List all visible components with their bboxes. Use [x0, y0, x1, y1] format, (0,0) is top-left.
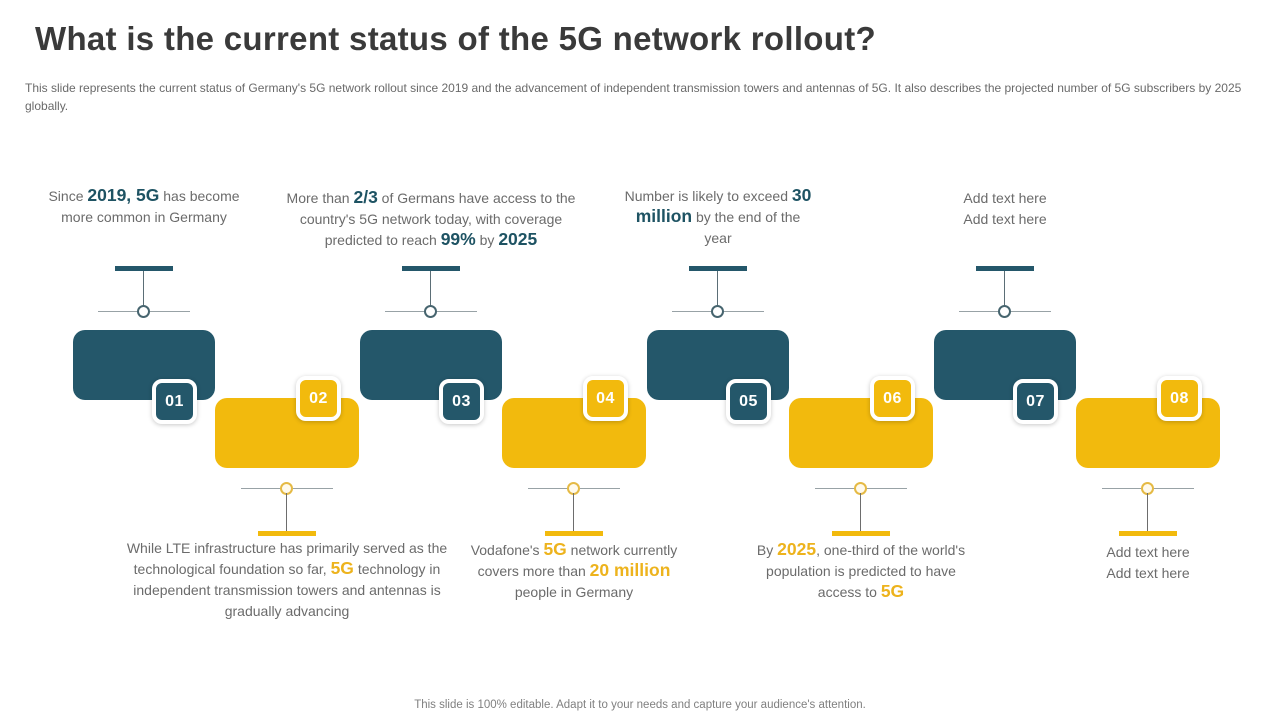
slide-description: This slide represents the current status… [25, 81, 1242, 113]
step-number: 02 [309, 389, 328, 407]
caption-text: Add text here Add text here [1106, 544, 1190, 581]
step-01-number-badge: 01 [152, 379, 197, 424]
step-02-caption: While LTE infrastructure has primarily s… [120, 538, 454, 622]
step-number: 06 [883, 389, 902, 407]
caption-text: by the end of the year [692, 209, 801, 246]
step-08-caption: Add text here Add text here [1066, 542, 1230, 584]
caption-text: by [475, 232, 499, 248]
caption-text: By [756, 542, 778, 558]
step-07-number-badge: 07 [1013, 379, 1058, 424]
step-08-connector [1102, 482, 1194, 537]
connector-line [430, 271, 431, 312]
step-03-number-badge: 03 [439, 379, 484, 424]
connector-bar [1119, 531, 1177, 536]
step-04-connector [528, 482, 620, 537]
step-number: 07 [1026, 392, 1045, 410]
caption-text: While LTE infrastructure has primarily s… [126, 540, 448, 577]
caption-highlight-text: 2025 [498, 229, 538, 249]
caption-highlight-text: 2/3 [353, 187, 378, 207]
connector-bar [689, 266, 747, 271]
connector-bar [832, 531, 890, 536]
step-number: 04 [596, 389, 615, 407]
caption-text: More than [286, 190, 354, 206]
connector-bar [258, 531, 316, 536]
connector-node [998, 305, 1011, 318]
step-number: 01 [165, 392, 184, 410]
step-number: 03 [452, 392, 471, 410]
caption-text: , one-third of the world's population is… [766, 542, 966, 600]
caption-text: Number is likely to exceed [624, 188, 792, 204]
step-03-connector [385, 266, 477, 319]
step-06-caption: By 2025, one-third of the world's popula… [744, 540, 978, 603]
connector-bar [976, 266, 1034, 271]
step-01-connector [98, 266, 190, 319]
caption-text: technology in independent transmission t… [133, 561, 441, 619]
step-04-number-badge: 04 [583, 376, 628, 421]
caption-text: Add text here Add text here [963, 190, 1047, 227]
step-05-caption: Number is likely to exceed 30 million by… [622, 186, 814, 249]
caption-text: has become more common in Germany [61, 188, 240, 225]
connector-line [1147, 493, 1148, 531]
footer-note: This slide is 100% editable. Adapt it to… [414, 699, 866, 711]
step-05-connector [672, 266, 764, 319]
step-number: 05 [739, 392, 758, 410]
connector-line [717, 271, 718, 312]
connector-line [573, 493, 574, 531]
step-08-number-badge: 08 [1157, 376, 1202, 421]
step-04-caption: Vodafone's 5G network currently covers m… [466, 540, 682, 603]
caption-highlight-text: 5G [880, 581, 905, 601]
step-06-number-badge: 06 [870, 376, 915, 421]
step-01-caption: Since 2019, 5G has become more common in… [44, 186, 244, 228]
caption-text: network currently covers more than [477, 542, 678, 579]
connector-line [1004, 271, 1005, 312]
caption-highlight-text: 2025 [777, 539, 817, 559]
step-07-caption: Add text here Add text here [925, 188, 1085, 230]
connector-line [286, 493, 287, 531]
connector-line [860, 493, 861, 531]
connector-bar [115, 266, 173, 271]
caption-text: Since [48, 188, 88, 204]
step-02-number-badge: 02 [296, 376, 341, 421]
step-03-caption: More than 2/3 of Germans have access to … [281, 188, 581, 251]
connector-bar [402, 266, 460, 271]
connector-node [424, 305, 437, 318]
page-title: What is the current status of the 5G net… [35, 20, 876, 57]
connector-node [711, 305, 724, 318]
step-02-connector [241, 482, 333, 537]
connector-node [137, 305, 150, 318]
caption-highlight-text: 5G [330, 558, 354, 578]
caption-text: people in Germany [514, 584, 634, 600]
caption-highlight-text: 2019, 5G [87, 185, 160, 205]
step-07-connector [959, 266, 1051, 319]
caption-highlight-text: 30 million [635, 185, 812, 226]
connector-line [143, 271, 144, 312]
step-number: 08 [1170, 389, 1189, 407]
caption-text: of Germans have access to the country's … [299, 190, 576, 248]
caption-highlight-text: 5G [543, 539, 567, 559]
caption-highlight-text: 99% [440, 229, 476, 249]
step-05-number-badge: 05 [726, 379, 771, 424]
connector-bar [545, 531, 603, 536]
step-06-connector [815, 482, 907, 537]
caption-highlight-text: 20 million [589, 560, 671, 580]
caption-text: Vodafone's [470, 542, 544, 558]
